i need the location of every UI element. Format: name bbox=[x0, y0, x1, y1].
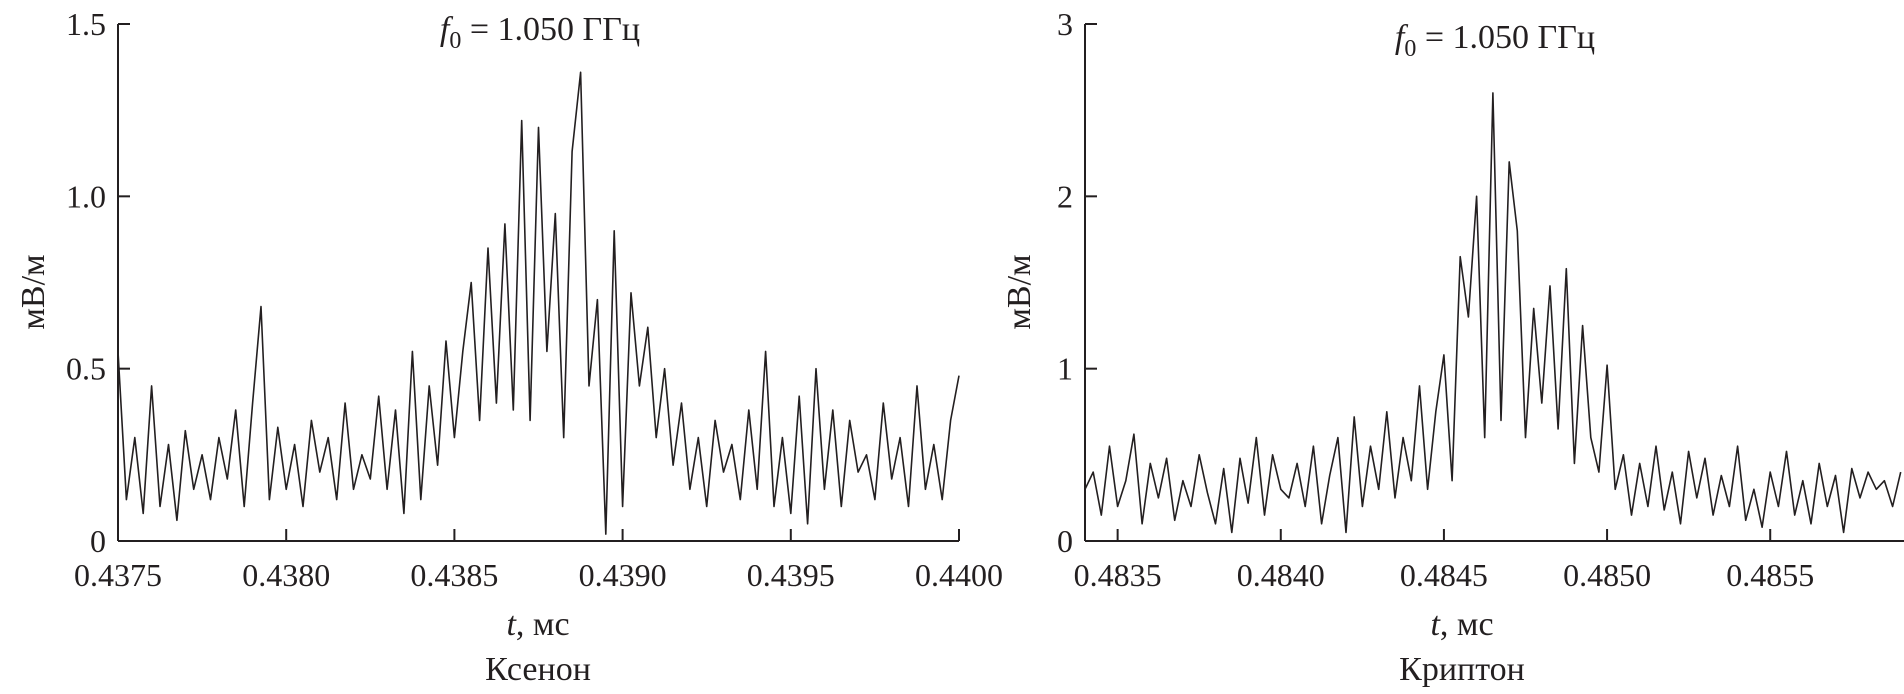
panel-title: f0 = 1.050 ГГц bbox=[1395, 19, 1595, 62]
x-tick-label: 0.4850 bbox=[1563, 557, 1651, 593]
x-tick-label: 0.4845 bbox=[1400, 557, 1488, 593]
x-tick-label: 0.4375 bbox=[74, 557, 162, 593]
y-tick-label: 1.5 bbox=[66, 6, 106, 42]
panel-title: f0 = 1.050 ГГц bbox=[440, 11, 640, 54]
y-tick-label: 0 bbox=[90, 523, 106, 559]
x-tick-label: 0.4390 bbox=[579, 557, 667, 593]
x-tick-label: 0.4835 bbox=[1074, 557, 1162, 593]
krypton-panel: f0 = 1.050 ГГц мВ/м t, мс Криптон 0.4835… bbox=[1001, 6, 1904, 688]
x-axis-label: t, мс bbox=[506, 606, 569, 643]
series-line bbox=[117, 71, 960, 535]
y-tick-label: 1 bbox=[1057, 351, 1073, 387]
y-tick-label: 0 bbox=[1057, 523, 1073, 559]
x-tick-label: 0.4855 bbox=[1726, 557, 1814, 593]
x-tick-label: 0.4380 bbox=[242, 557, 330, 593]
panel-caption: Криптон bbox=[1399, 651, 1525, 688]
y-axis-label: мВ/м bbox=[15, 254, 52, 329]
x-axis-label: t, мс bbox=[1430, 606, 1493, 643]
y-tick-label: 0.5 bbox=[66, 351, 106, 387]
x-tick-label: 0.4840 bbox=[1237, 557, 1325, 593]
y-axis-label: мВ/м bbox=[1001, 254, 1038, 329]
y-tick-label: 3 bbox=[1057, 6, 1073, 42]
x-tick-label: 0.4400 bbox=[915, 557, 1003, 593]
xenon-panel: f0 = 1.050 ГГц мВ/м t, мс Ксенон 0.4375 0… bbox=[15, 6, 1003, 688]
y-tick-label: 2 bbox=[1057, 178, 1073, 214]
y-tick-label: 1.0 bbox=[66, 178, 106, 214]
series-line bbox=[1084, 92, 1902, 534]
x-tick-label: 0.4395 bbox=[747, 557, 835, 593]
panel-caption: Ксенон bbox=[485, 651, 591, 688]
x-tick-label: 0.4385 bbox=[410, 557, 498, 593]
